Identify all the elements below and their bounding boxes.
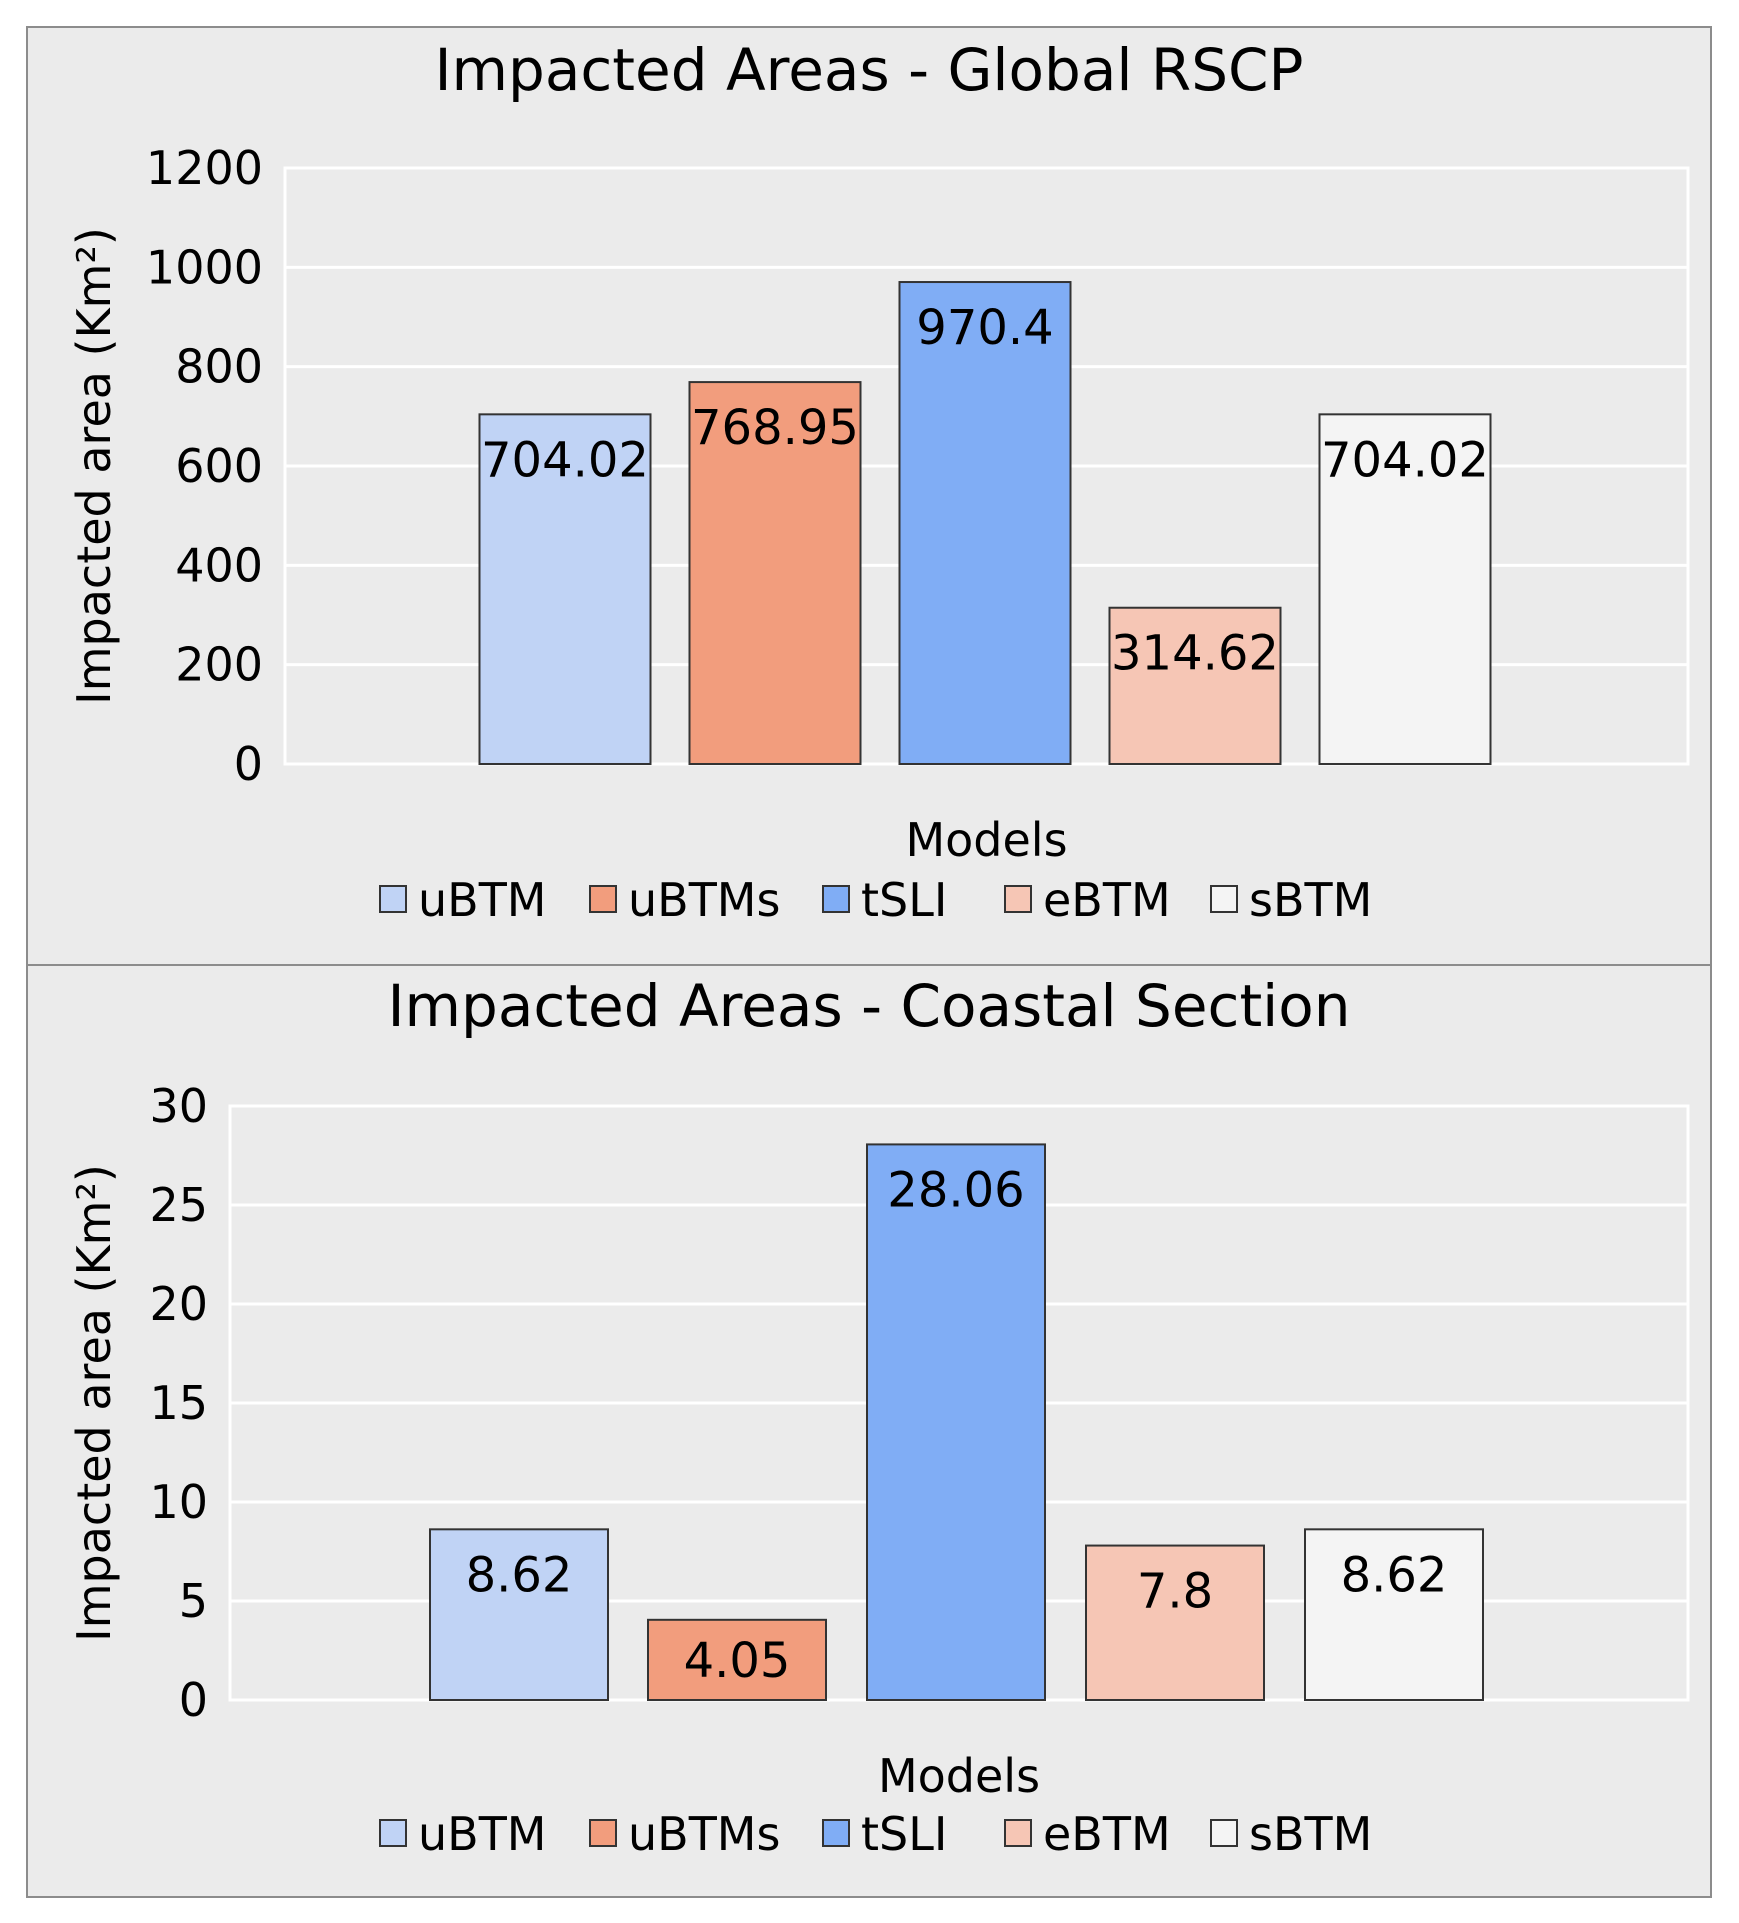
y-axis-label: Impacted area (Km²) [67, 1164, 121, 1642]
legend-label-ubtms: uBTMs [628, 1807, 780, 1861]
legend-swatch-ubtm [379, 885, 407, 913]
data-label-ebtm: 7.8 [1137, 1564, 1213, 1620]
y-tick-label: 1000 [146, 240, 263, 294]
bar-tsli [898, 281, 1072, 765]
legend-label-ubtm: uBTM [418, 1807, 547, 1861]
chart-coastal-section: 0 5 10 15 20 25 30 8.62 4.05 28.06 7.8 8.62 Impacted… [67, 972, 1690, 1861]
y-tick-label: 10 [149, 1475, 208, 1529]
data-label-tsli: 28.06 [887, 1162, 1024, 1218]
legend-swatch-sbtm [1210, 1819, 1238, 1847]
legend-label-ubtm: uBTM [418, 873, 547, 927]
data-label-tsli: 970.4 [916, 300, 1053, 356]
bar-ubtm [478, 413, 652, 765]
y-tick-label: 800 [175, 340, 263, 394]
y-tick-label: 200 [175, 638, 263, 692]
legend-label-ebtm: eBTM [1043, 873, 1171, 927]
y-tick-label: 5 [179, 1574, 208, 1628]
data-label-sbtm: 704.02 [1321, 432, 1489, 488]
data-label-ubtm: 8.62 [466, 1547, 573, 1603]
legend-swatch-ubtms [589, 885, 617, 913]
bar-ubtms [647, 1618, 827, 1701]
bar-ebtm [1108, 606, 1282, 765]
legend-label-tsli: tSLI [861, 1807, 947, 1861]
bar-sbtm [1318, 413, 1492, 765]
legend-label-sbtm: sBTM [1249, 873, 1372, 927]
y-tick-label: 25 [149, 1178, 208, 1232]
y-tick-label: 600 [175, 439, 263, 493]
data-label-ubtm: 704.02 [481, 432, 649, 488]
data-label-sbtm: 8.62 [1341, 1547, 1448, 1603]
legend-swatch-sbtm [1210, 885, 1238, 913]
legend-swatch-ubtm [379, 1819, 407, 1847]
y-tick-label: 0 [179, 1673, 208, 1727]
bar-tsli [866, 1143, 1046, 1702]
y-tick-label: 400 [175, 538, 263, 592]
data-label-ubtms: 768.95 [691, 400, 859, 456]
data-label-ebtm: 314.62 [1111, 626, 1279, 682]
bar-ebtm [1085, 1544, 1265, 1701]
legend-swatch-tsli [822, 885, 850, 913]
chart-title: Impacted Areas - Global RSCP [434, 36, 1303, 104]
y-axis-label: Impacted area (Km²) [67, 227, 121, 705]
legend-label-ubtms: uBTMs [628, 873, 780, 927]
bar-ubtms [688, 381, 862, 765]
legend-swatch-ubtms [589, 1819, 617, 1847]
legend-swatch-ebtm [1004, 1819, 1032, 1847]
y-tick-label: 30 [149, 1079, 208, 1133]
data-label-ubtms: 4.05 [684, 1633, 791, 1689]
chart-global-rscp: 0 200 400 600 800 1000 1200 704.02 768.95 970.4 31… [67, 36, 1690, 927]
chart-title: Impacted Areas - Coastal Section [387, 972, 1350, 1040]
x-axis-label: Models [905, 813, 1067, 867]
legend-label-tsli: tSLI [861, 873, 947, 927]
legend-label-sbtm: sBTM [1249, 1807, 1372, 1861]
chart-panel-coastal-section: 0 5 10 15 20 25 30 8.62 4.05 28.06 7.8 8.62 Impacted… [26, 964, 1712, 1898]
bar-sbtm [1304, 1528, 1484, 1701]
legend-swatch-tsli [822, 1819, 850, 1847]
y-tick-label: 1200 [146, 141, 263, 195]
legend-label-ebtm: eBTM [1043, 1807, 1171, 1861]
x-axis-label: Models [878, 1749, 1040, 1803]
legend-swatch-ebtm [1004, 885, 1032, 913]
chart-panel-global-rscp: 0 200 400 600 800 1000 1200 704.02 768.95 970.4 31… [26, 26, 1712, 966]
y-tick-label: 15 [149, 1376, 208, 1430]
bar-ubtm [429, 1528, 609, 1701]
y-tick-label: 0 [234, 737, 263, 791]
y-tick-label: 20 [149, 1277, 208, 1331]
